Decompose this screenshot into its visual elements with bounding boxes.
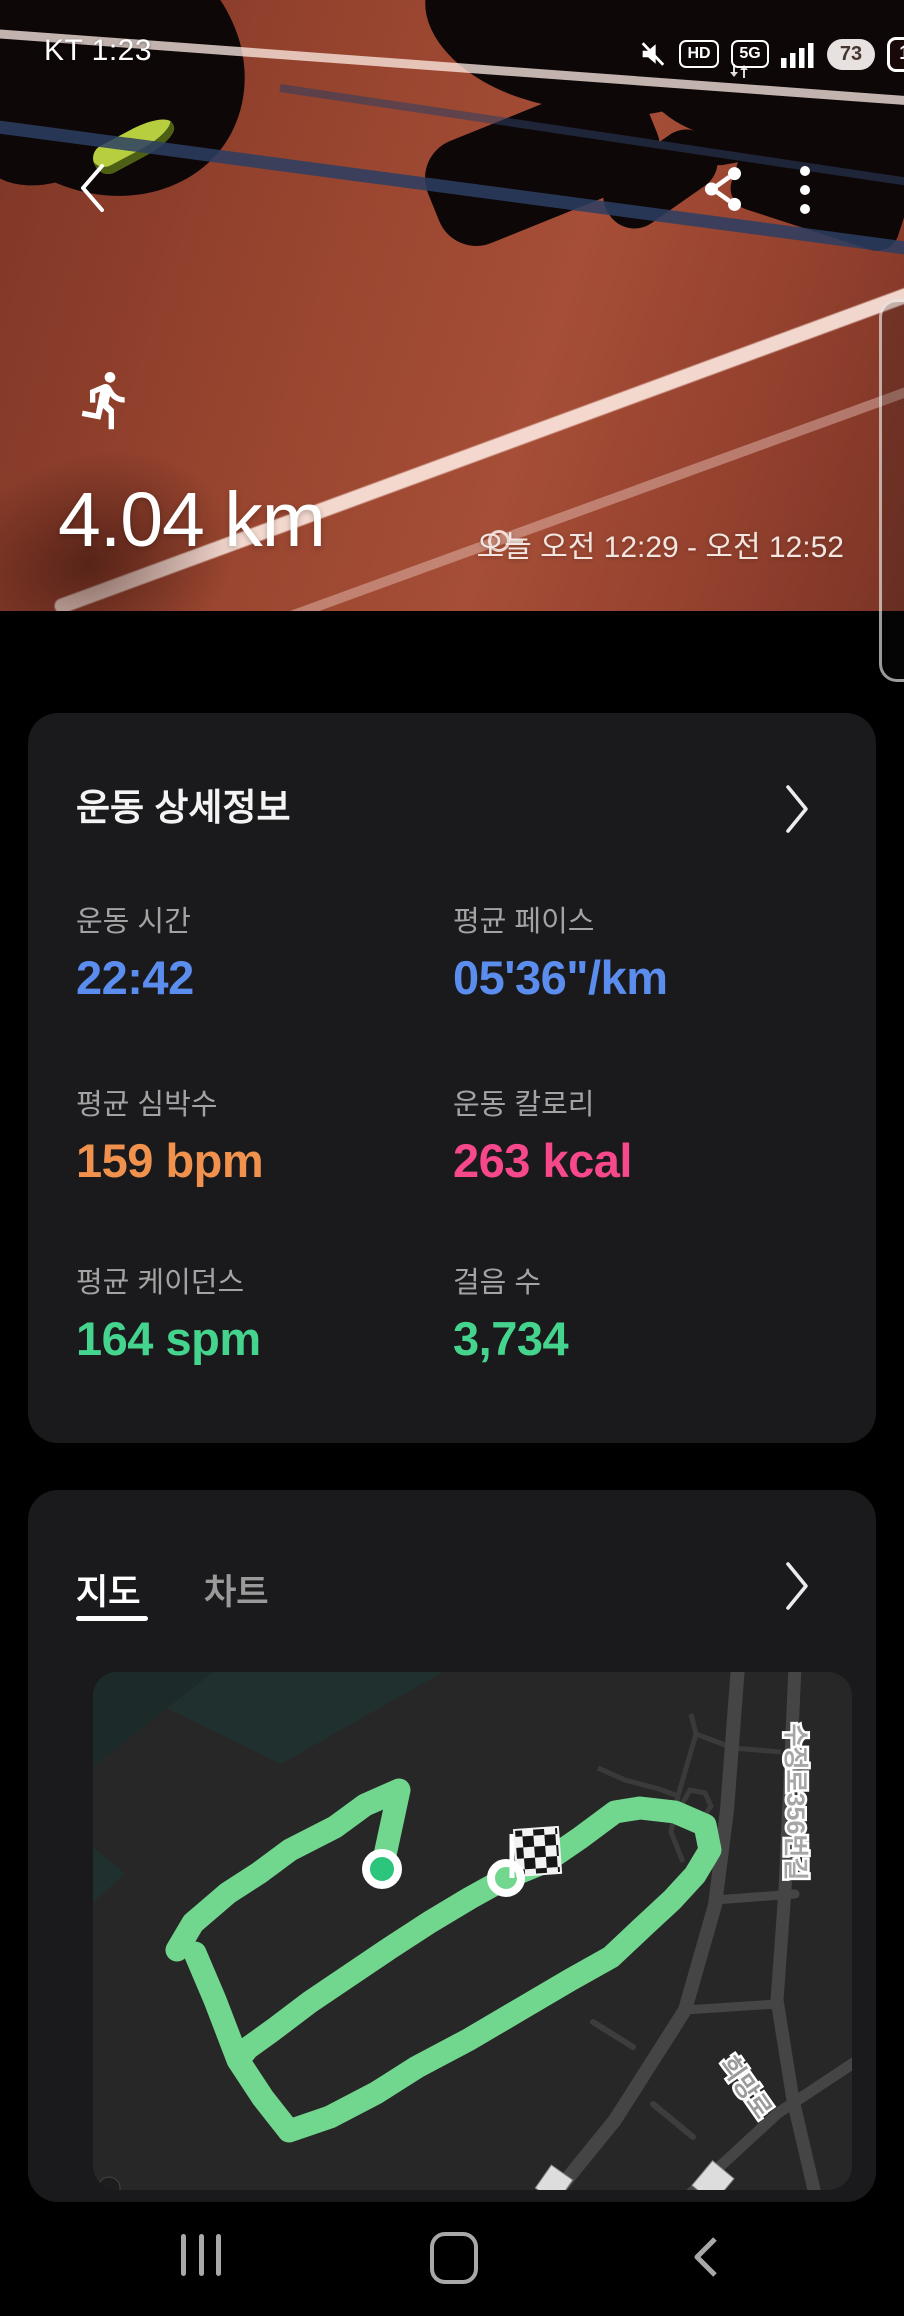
street-label-partial: [691, 2160, 735, 2190]
battery-icon: 73: [827, 38, 875, 70]
active-tab-underline: [76, 1616, 148, 1621]
data-arrows-icon: [730, 64, 748, 78]
chevron-right-icon[interactable]: [784, 1560, 810, 1612]
stat-value: 263 kcal: [453, 1134, 632, 1187]
share-icon[interactable]: [700, 164, 746, 214]
status-icons: HD 5G 73 1: [640, 36, 904, 78]
stat-avg-cadence: 평균 케이던스 164 spm: [76, 1259, 261, 1366]
map-control-partial: [97, 2176, 121, 2190]
route-finish-marker: [487, 1825, 563, 1897]
map-major-roads: [549, 1672, 852, 2190]
stat-value: 3,734: [453, 1312, 569, 1365]
tab-map[interactable]: 지도: [76, 1573, 141, 1612]
notification-count-badge: 1: [887, 36, 904, 72]
street-label-main: 수정로356번길: [781, 1724, 809, 1881]
stat-step-count: 걸음 수 3,734: [453, 1259, 569, 1366]
map-card[interactable]: 지도 차트: [28, 1490, 876, 2202]
street-label-partial: [534, 2164, 574, 2190]
mute-icon: [641, 42, 665, 66]
stat-value: 05'36"/km: [453, 951, 668, 1004]
nav-back-button[interactable]: [688, 2234, 722, 2280]
stat-label: 운동 시간: [76, 906, 191, 938]
stat-label: 평균 페이스: [453, 906, 595, 938]
edge-panel-handle[interactable]: [879, 299, 904, 682]
back-icon[interactable]: [78, 162, 106, 214]
map-minor-roads: [596, 1713, 782, 1863]
stat-value: 164 spm: [76, 1312, 261, 1365]
workout-date-range: 오늘 오전 12:29 - 오전 12:52: [476, 531, 844, 564]
stat-value: 22:42: [76, 951, 194, 1004]
route-map[interactable]: 수정로356번길 희망로: [93, 1672, 852, 2190]
map-terrain: [93, 1672, 213, 1767]
street-label-secondary: 희망로: [714, 2051, 777, 2124]
map-terrain: [93, 1847, 125, 1902]
route-start-marker: [362, 1849, 402, 1889]
signal-strength-icon: [781, 43, 814, 68]
track-marking: [488, 530, 523, 552]
stat-duration: 운동 시간 22:42: [76, 898, 194, 1005]
network-5g-icon: 5G: [730, 40, 769, 78]
recents-button[interactable]: [181, 2234, 221, 2276]
network-5g-label: 5G: [739, 45, 761, 62]
navigation-bar: [0, 2210, 904, 2316]
stat-label: 운동 칼로리: [453, 1089, 595, 1121]
workout-details-card[interactable]: 운동 상세정보 운동 시간 22:42 평균 페이스 05'36"/km 평균 …: [28, 713, 876, 1443]
chevron-right-icon[interactable]: [784, 783, 810, 835]
tab-chart[interactable]: 차트: [204, 1573, 269, 1612]
stat-value: 159 bpm: [76, 1134, 264, 1187]
home-button[interactable]: [430, 2232, 478, 2284]
details-card-title: 운동 상세정보: [76, 787, 291, 828]
stat-avg-pace: 평균 페이스 05'36"/km: [453, 898, 668, 1005]
stat-label: 걸음 수: [453, 1267, 542, 1299]
stat-label: 평균 심박수: [76, 1089, 218, 1121]
workout-distance: 4.04 km: [58, 477, 326, 563]
route-path: [165, 1778, 722, 2143]
hero-photo: [0, 0, 904, 611]
hd-voice-icon: HD: [679, 40, 719, 68]
more-options-icon[interactable]: [798, 164, 812, 216]
status-carrier-time: KT 1:23: [44, 34, 153, 67]
stat-label: 평균 케이던스: [76, 1267, 245, 1299]
stat-calories: 운동 칼로리 263 kcal: [453, 1081, 632, 1188]
stat-avg-heart-rate: 평균 심박수 159 bpm: [76, 1081, 264, 1188]
running-activity-icon: [81, 371, 125, 430]
